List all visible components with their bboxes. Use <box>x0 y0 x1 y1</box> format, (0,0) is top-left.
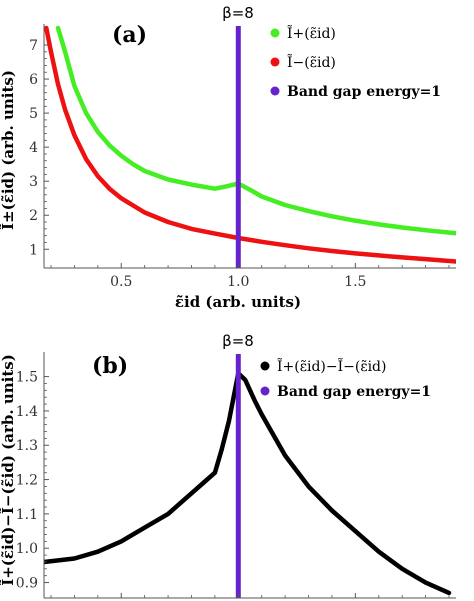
panel-b-y-tick-label: 1.3 <box>16 438 38 454</box>
panel-b-y-axis-label: Ĩ+(ε̃id)−Ĩ−(ε̃id) (arb. units) <box>0 354 17 586</box>
panel-a-chart: 1 2 3 4 5 6 7 0.5 1.0 1.5 β=8 (a) Ĩ+(ε̃id) Ĩ−(ε̃id… <box>0 4 456 311</box>
panel-a-x-tick-label: 1.5 <box>344 274 366 290</box>
panel-a-series-line-2 <box>44 25 456 264</box>
panel-a-y-axis-label: Ĩ±(ε̃id) (arb. units) <box>0 70 17 230</box>
panel-b-legend-marker-1 <box>260 361 270 371</box>
panel-b-beta-label: β=8 <box>222 332 254 350</box>
panel-a-legend-label-3: Band gap energy=1 <box>287 84 441 100</box>
panel-b-y-tick-label: 1.1 <box>16 507 38 523</box>
panel-b-y-tick-label: 1.0 <box>16 541 38 557</box>
panel-a-y-tick-label: 1 <box>29 242 38 258</box>
panel-b-series-layer <box>44 370 452 596</box>
panel-a-axes: 1 2 3 4 5 6 7 0.5 1.0 1.5 <box>29 24 456 290</box>
panel-a-legend-marker-1 <box>270 28 280 38</box>
panel-a-y-tick-label: 4 <box>29 140 38 156</box>
panel-a-x-axis-label: ε̃id (arb. units) <box>175 293 301 311</box>
panel-a-label: (a) <box>112 22 147 48</box>
panel-b-legend-marker-2 <box>260 386 270 396</box>
panel-a-y-tick-label: 7 <box>29 38 38 54</box>
panel-a-y-tick-label: 6 <box>29 72 38 88</box>
panel-a-series-line-1 <box>55 25 456 236</box>
panel-b-y-tick-label: 1.5 <box>16 370 38 386</box>
panel-a-legend-label-2: Ĩ−(ε̃id) <box>287 53 336 71</box>
panel-a-legend-marker-3 <box>270 86 280 96</box>
panel-a-beta-label: β=8 <box>222 4 254 22</box>
panel-a-series-layer <box>44 25 456 264</box>
panel-a-y-tick-label: 5 <box>29 106 38 122</box>
panel-b-label: (b) <box>92 353 128 379</box>
panel-b-series-line-1 <box>44 370 452 596</box>
panel-a-y-tick-label: 3 <box>29 174 38 190</box>
panel-a-x-tick-label: 1.0 <box>227 274 249 290</box>
panel-a-legend: Ĩ+(ε̃id) Ĩ−(ε̃id) Band gap energy=1 <box>270 24 441 100</box>
panel-b-chart: 0.9 1.0 1.1 1.2 1.3 1.4 1.5 β=8 (b) Ĩ+(ε̃id)−Ĩ… <box>0 332 456 599</box>
panel-a-y-tick-label: 2 <box>29 208 38 224</box>
panel-a-x-tick-label: 0.5 <box>110 274 132 290</box>
panel-b-y-tick-label: 0.9 <box>16 576 38 592</box>
panel-b-axes: 0.9 1.0 1.1 1.2 1.3 1.4 1.5 <box>16 352 456 599</box>
panel-a-legend-marker-2 <box>270 57 280 67</box>
panel-a-legend-label-1: Ĩ+(ε̃id) <box>287 24 336 42</box>
panel-b-y-tick-label: 1.4 <box>16 404 38 420</box>
panel-b-legend-label-1: Ĩ+(ε̃id)−Ĩ−(ε̃id) <box>277 357 386 375</box>
panel-b-legend: Ĩ+(ε̃id)−Ĩ−(ε̃id) Band gap energy=1 <box>260 357 431 400</box>
panel-b-y-tick-label: 1.2 <box>16 473 38 489</box>
panel-b-legend-label-2: Band gap energy=1 <box>277 384 431 400</box>
